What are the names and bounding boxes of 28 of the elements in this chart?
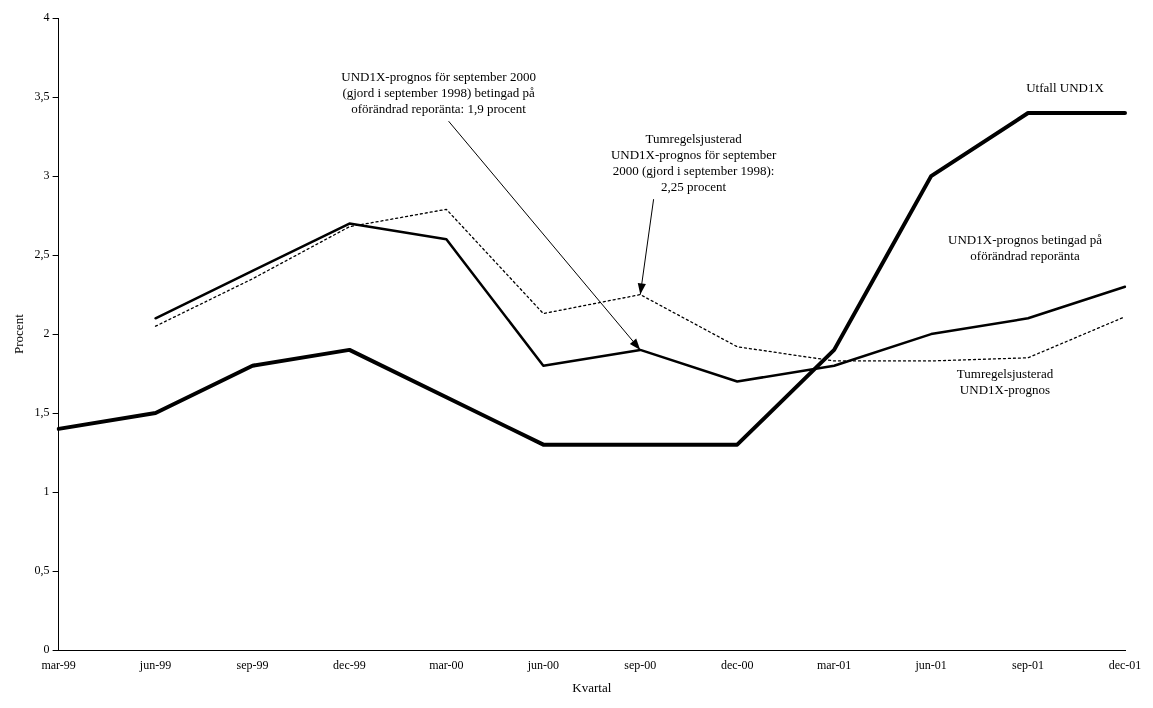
y-tick-label: 2,5 xyxy=(34,247,50,262)
text: UND1X-prognos betingad på oförändrad reporänta xyxy=(948,232,1103,264)
y-tick-label: 0,5 xyxy=(34,563,50,578)
series-label: Utfall UND1X xyxy=(1026,80,1105,96)
y-tick-label: 2 xyxy=(43,326,50,341)
x-tick-label: mar-00 xyxy=(429,658,464,673)
annotation: Tumregelsjusterad UND1X-prognos för september 2000 (gjord i september 1998): 2,25 procent xyxy=(610,130,777,194)
x-tick-label: jun-99 xyxy=(138,658,172,673)
y-tick-label: 1,5 xyxy=(34,405,50,420)
y-tick-label: 3,5 xyxy=(34,89,50,104)
series-label: Tumregelsjusterad UND1X-prognos xyxy=(956,366,1054,398)
y-tick-label: 0 xyxy=(43,642,50,657)
annotation: UND1X-prognos för september 2000 (gjord i september 1998) betingad på oförändrad reporänta: 1,9 procent xyxy=(341,68,536,116)
x-tick-label: dec-01 xyxy=(1108,658,1142,673)
x-tick-label: sep-01 xyxy=(1012,658,1045,673)
y-tick-label: 1 xyxy=(43,484,50,499)
x-tick-label: sep-00 xyxy=(624,658,657,673)
x-tick-label: dec-99 xyxy=(333,658,366,673)
x-tick-label: jun-01 xyxy=(914,658,947,673)
y-axis-title: Procent xyxy=(11,313,27,354)
y-tick-label: 3 xyxy=(43,168,50,183)
x-tick-label: mar-01 xyxy=(816,658,852,673)
y-tick-label: 4 xyxy=(43,10,50,25)
x-tick-label: dec-00 xyxy=(720,658,754,673)
x-tick-label: mar-99 xyxy=(41,658,76,673)
x-axis-title: Kvartal xyxy=(572,679,612,695)
x-tick-label: sep-99 xyxy=(236,658,269,673)
x-tick-label: jun-00 xyxy=(526,658,559,673)
